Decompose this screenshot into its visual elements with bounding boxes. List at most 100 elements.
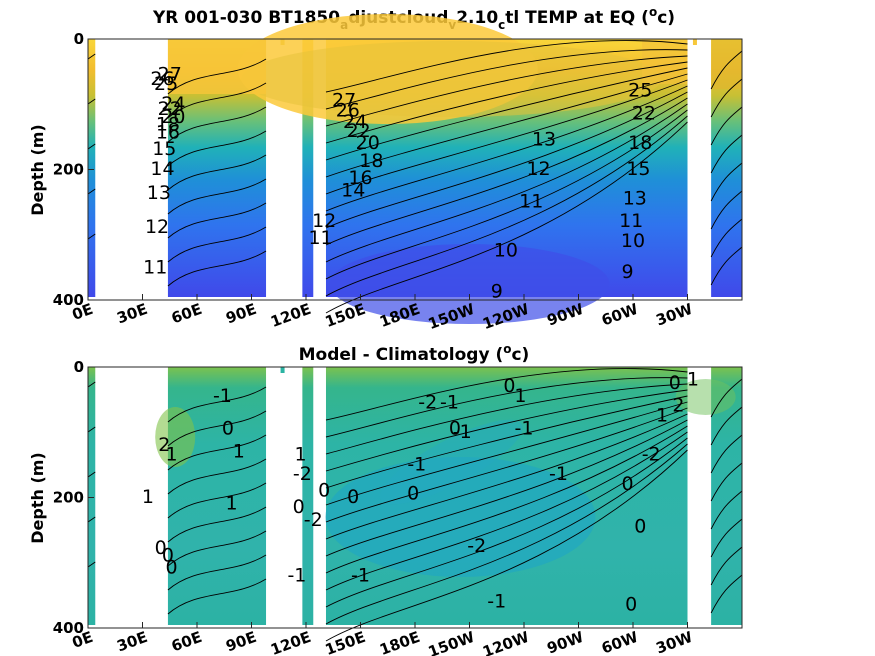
- top-indian-contour-0: [167, 58, 267, 95]
- bot-atlantic-contour-0: [710, 378, 743, 418]
- top-indian-contour-3: [167, 130, 267, 167]
- bot-xtick-label-6: 180E: [377, 628, 422, 656]
- bot-contour-label-0: -1: [213, 385, 232, 407]
- bot-indian-contour-5: [167, 506, 267, 543]
- top-pacific-contour-2: [325, 55, 688, 127]
- bot-indian-contour-8: [167, 578, 267, 615]
- top-indian-contour-5: [167, 178, 267, 215]
- bot-contour-label-36: 0: [634, 515, 646, 537]
- bot-atlantic-contour-5: [710, 518, 743, 558]
- bot-xtick-label-0: 0E: [70, 628, 96, 652]
- top-contour-label-29: 22: [632, 103, 656, 125]
- deep-cold-patch: [329, 244, 610, 324]
- anom-segment-0: [88, 367, 96, 625]
- top-contour-label-17: 20: [356, 132, 380, 154]
- temp-segment-0: [88, 39, 96, 297]
- bot-contour-label-27: -1: [549, 463, 568, 485]
- top-contour-label-15: 24: [343, 111, 367, 133]
- bot-xtick-label-10: 60W: [599, 628, 641, 656]
- bot-contour-label-6: 1: [225, 493, 237, 515]
- temp-segment-2: [302, 39, 314, 297]
- bot-pacific-contour-7: [325, 413, 688, 540]
- bot-contour-label-28: -2: [467, 535, 486, 557]
- bot-pacific-contour-11: [325, 437, 688, 608]
- top-contour-label-19: 16: [348, 167, 372, 189]
- top-contour-label-10: 13: [147, 182, 171, 204]
- top-pacific-contour-0: [325, 40, 688, 93]
- top-contour-label-27: 9: [491, 281, 503, 303]
- bot-contour-label-2: 1: [233, 440, 245, 462]
- top-atlantic-contour-6: [710, 218, 743, 258]
- bot-contour-label-30: 0: [622, 473, 634, 495]
- top-contour-label-21: 12: [312, 210, 336, 232]
- cold-anomaly-patch: [325, 457, 596, 577]
- top-contour-label-11: 12: [145, 216, 169, 238]
- bot-contour-label-9: 0: [166, 556, 178, 578]
- bot-west-contour-0: [87, 381, 96, 388]
- bot-atlantic-contour-2: [710, 434, 743, 474]
- bot-xtick-label-1: 30E: [114, 628, 149, 656]
- top-indian-contour-1: [167, 82, 267, 119]
- bot-contour-label-35: -2: [642, 444, 661, 466]
- top-contour-label-28: 25: [628, 80, 652, 102]
- bot-contour-label-31: 0: [669, 372, 681, 394]
- bot-atlantic-contour-3: [710, 462, 743, 502]
- bot-contour-label-7: 0: [155, 537, 167, 559]
- bot-ytick-label-1: 200: [53, 489, 84, 507]
- top-ytick-label-0: 0: [74, 30, 84, 48]
- island-patch-1: [280, 39, 285, 45]
- top-contour-label-3: 24: [161, 93, 185, 115]
- bot-contour-label-4: 1: [166, 444, 178, 466]
- bot-atlantic-contour-1: [710, 406, 743, 446]
- island-patch-2: [692, 39, 697, 45]
- bot-pacific-contour-12: [325, 443, 688, 625]
- cold-tongue-patch: [379, 419, 523, 505]
- bot-contour-label-37: 0: [625, 594, 637, 616]
- bot-contour-label-33: 1: [656, 404, 668, 426]
- top-xtick-label-3: 90E: [223, 300, 258, 328]
- bot-contour-label-14: 0: [318, 479, 330, 501]
- top-contour-label-32: 13: [623, 187, 647, 209]
- top-atlantic-contour-0: [710, 50, 743, 90]
- top-contour-label-9: 14: [150, 158, 174, 180]
- bot-xtick-label-4: 120E: [268, 628, 313, 656]
- bottom-contour-lines: [87, 368, 743, 642]
- top-pacific-contour-11: [325, 109, 688, 280]
- bot-contour-label-22: -1: [453, 421, 472, 443]
- eastern-warm-patch: [642, 39, 688, 84]
- top-contour-label-12: 11: [143, 257, 167, 279]
- bot-pacific-contour-8: [325, 419, 688, 557]
- top-contour-label-23: 13: [532, 129, 556, 151]
- top-contour-label-7: 16: [156, 121, 180, 143]
- top-pacific-contour-8: [325, 91, 688, 229]
- top-contour-label-30: 18: [628, 132, 652, 154]
- bot-pacific-contour-9: [325, 425, 688, 574]
- top-contour-label-25: 11: [519, 191, 543, 213]
- top-atlantic-contour-2: [710, 106, 743, 146]
- bot-contour-label-24: 0: [503, 375, 515, 397]
- bot-pacific-contour-0: [325, 368, 688, 421]
- top-contour-label-13: 27: [332, 89, 356, 111]
- bot-contour-label-15: -2: [304, 509, 323, 531]
- bot-contour-label-18: -2: [418, 391, 437, 413]
- top-ytick-label-2: 400: [53, 291, 84, 309]
- bot-contour-label-11: -2: [293, 463, 312, 485]
- bot-contour-label-23: 0: [407, 483, 419, 505]
- bot-contour-label-10: 1: [295, 444, 307, 466]
- bot-contour-label-29: -1: [487, 590, 506, 612]
- bot-pacific-contour-13: [325, 449, 688, 642]
- top-indian-contour-8: [167, 250, 267, 287]
- bot-ytick-label-2: 400: [53, 619, 84, 637]
- bot-west-contour-1: [87, 426, 96, 433]
- bot-contour-label-32: 1: [687, 369, 699, 391]
- top-xtick-label-4: 120E: [268, 300, 313, 331]
- bot-west-contour-3: [87, 516, 96, 523]
- top-y-axis-label: Depth (m): [28, 124, 47, 216]
- bot-contour-label-26: -1: [515, 417, 534, 439]
- bot-pacific-contour-10: [325, 431, 688, 591]
- bottom-y-ticks: 0 200 400: [53, 358, 94, 637]
- top-pacific-contour-13: [325, 121, 688, 314]
- island-patch-3: [280, 367, 285, 373]
- bot-contour-label-21: 0: [449, 417, 461, 439]
